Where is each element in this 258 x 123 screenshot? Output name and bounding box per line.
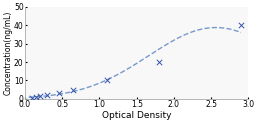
Point <box>30 97 35 99</box>
Y-axis label: Concentration(ng/mL): Concentration(ng/mL) <box>3 11 12 95</box>
Point <box>34 96 38 98</box>
X-axis label: Optical Density: Optical Density <box>102 111 172 120</box>
Point <box>71 89 76 91</box>
Point <box>38 95 42 97</box>
Point <box>57 92 61 94</box>
Point <box>105 79 109 81</box>
Point <box>157 61 161 63</box>
Point <box>239 24 243 26</box>
Point <box>45 94 50 96</box>
